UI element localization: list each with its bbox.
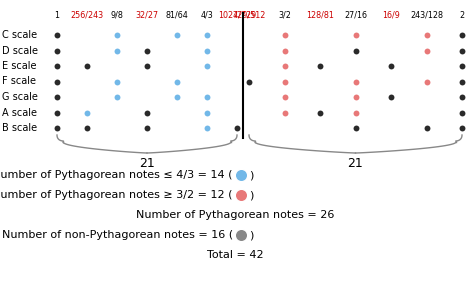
Point xyxy=(83,110,91,115)
Point xyxy=(458,33,466,37)
Text: 32/27: 32/27 xyxy=(135,11,158,20)
Text: Total = 42: Total = 42 xyxy=(207,250,263,260)
Point xyxy=(113,48,121,53)
Text: Number of Pythagorean notes ≥ 3/2 = 12 (: Number of Pythagorean notes ≥ 3/2 = 12 ( xyxy=(0,190,233,200)
Point xyxy=(458,126,466,130)
Text: 16/9: 16/9 xyxy=(382,11,400,20)
Text: ): ) xyxy=(249,190,253,200)
Point xyxy=(113,33,121,37)
Text: C scale: C scale xyxy=(2,30,37,40)
Text: 27/16: 27/16 xyxy=(344,11,367,20)
Text: Number of Pythagorean notes = 26: Number of Pythagorean notes = 26 xyxy=(136,210,334,220)
Point xyxy=(352,48,359,53)
Point xyxy=(281,64,288,68)
Text: 256/243: 256/243 xyxy=(70,11,103,20)
Text: ): ) xyxy=(249,170,253,180)
Point xyxy=(237,193,245,197)
Point xyxy=(423,79,430,84)
Point xyxy=(143,110,151,115)
Point xyxy=(281,79,288,84)
Point xyxy=(281,33,288,37)
Point xyxy=(458,95,466,99)
Point xyxy=(143,48,151,53)
Point xyxy=(83,126,91,130)
Point xyxy=(53,64,61,68)
Point xyxy=(53,126,61,130)
Point xyxy=(203,95,211,99)
Point xyxy=(458,48,466,53)
Point xyxy=(113,79,121,84)
Text: F scale: F scale xyxy=(2,76,36,87)
Text: B scale: B scale xyxy=(2,123,37,133)
Point xyxy=(352,33,359,37)
Point xyxy=(423,33,430,37)
Point xyxy=(281,110,288,115)
Point xyxy=(458,64,466,68)
Text: 4/3: 4/3 xyxy=(201,11,213,20)
Text: 128/81: 128/81 xyxy=(306,11,334,20)
Point xyxy=(143,126,151,130)
Point xyxy=(53,95,61,99)
Point xyxy=(245,79,253,84)
Point xyxy=(387,64,395,68)
Point xyxy=(203,33,211,37)
Point xyxy=(352,95,359,99)
Point xyxy=(237,233,245,237)
Text: Number of non-Pythagorean notes = 16 (: Number of non-Pythagorean notes = 16 ( xyxy=(2,230,233,240)
Point xyxy=(53,48,61,53)
Point xyxy=(423,48,430,53)
Point xyxy=(281,48,288,53)
Point xyxy=(233,126,241,130)
Point xyxy=(203,48,211,53)
Text: 3/2: 3/2 xyxy=(278,11,291,20)
Point xyxy=(203,126,211,130)
Point xyxy=(113,95,121,99)
Text: G scale: G scale xyxy=(2,92,38,102)
Point xyxy=(423,126,430,130)
Point xyxy=(173,95,181,99)
Point xyxy=(352,110,359,115)
Point xyxy=(53,79,61,84)
Text: A scale: A scale xyxy=(2,108,37,117)
Point xyxy=(53,33,61,37)
Text: 9/8: 9/8 xyxy=(110,11,124,20)
Point xyxy=(458,110,466,115)
Text: 21: 21 xyxy=(139,157,155,170)
Point xyxy=(83,64,91,68)
Text: 21: 21 xyxy=(348,157,363,170)
Point xyxy=(316,110,324,115)
Point xyxy=(458,79,466,84)
Point xyxy=(173,79,181,84)
Point xyxy=(316,64,324,68)
Point xyxy=(352,79,359,84)
Point xyxy=(237,173,245,177)
Point xyxy=(173,33,181,37)
Text: D scale: D scale xyxy=(2,46,38,55)
Text: ): ) xyxy=(249,230,253,240)
Text: 1024/729: 1024/729 xyxy=(218,11,256,20)
Text: E scale: E scale xyxy=(2,61,37,71)
Point xyxy=(143,64,151,68)
Point xyxy=(352,126,359,130)
Text: 729/512: 729/512 xyxy=(232,11,266,20)
Text: 81/64: 81/64 xyxy=(165,11,188,20)
Text: Number of Pythagorean notes ≤ 4/3 = 14 (: Number of Pythagorean notes ≤ 4/3 = 14 ( xyxy=(0,170,233,180)
Text: 243/128: 243/128 xyxy=(410,11,443,20)
Text: 1: 1 xyxy=(55,11,60,20)
Point xyxy=(53,110,61,115)
Point xyxy=(203,110,211,115)
Point xyxy=(203,64,211,68)
Point xyxy=(281,95,288,99)
Point xyxy=(387,95,395,99)
Text: 2: 2 xyxy=(460,11,464,20)
